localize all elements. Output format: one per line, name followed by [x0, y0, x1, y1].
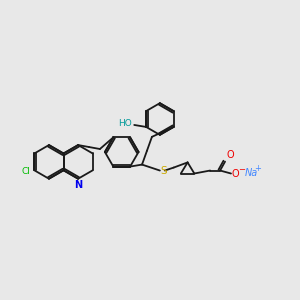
Text: Cl: Cl [22, 167, 30, 176]
Text: O: O [226, 150, 234, 160]
Text: Na: Na [245, 167, 258, 178]
Text: S: S [161, 166, 167, 176]
Text: HO: HO [118, 119, 132, 128]
Text: −: − [238, 165, 245, 174]
Text: O: O [232, 169, 240, 178]
Text: N: N [74, 180, 82, 190]
Text: +: + [254, 164, 261, 173]
